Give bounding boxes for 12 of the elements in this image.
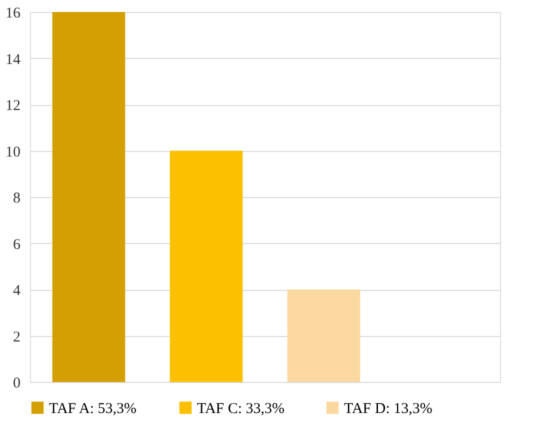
y-tick-label: 4 bbox=[13, 283, 21, 299]
y-tick-label: 10 bbox=[6, 144, 20, 160]
y-tick-label: 6 bbox=[13, 236, 21, 253]
y-tick-label: 0 bbox=[13, 376, 20, 392]
y-tick-label: 2 bbox=[13, 329, 20, 346]
y-tick-label: 14 bbox=[6, 52, 21, 68]
y-tick-label: 8 bbox=[13, 190, 20, 206]
legend-label: TAF C: 33,3% bbox=[197, 400, 285, 417]
y-tick-label: 12 bbox=[6, 98, 20, 114]
legend-label: TAF A: 53,3% bbox=[49, 400, 137, 417]
legend-label: TAF D: 13,3% bbox=[344, 400, 432, 417]
y-tick-label: 16 bbox=[6, 6, 21, 22]
